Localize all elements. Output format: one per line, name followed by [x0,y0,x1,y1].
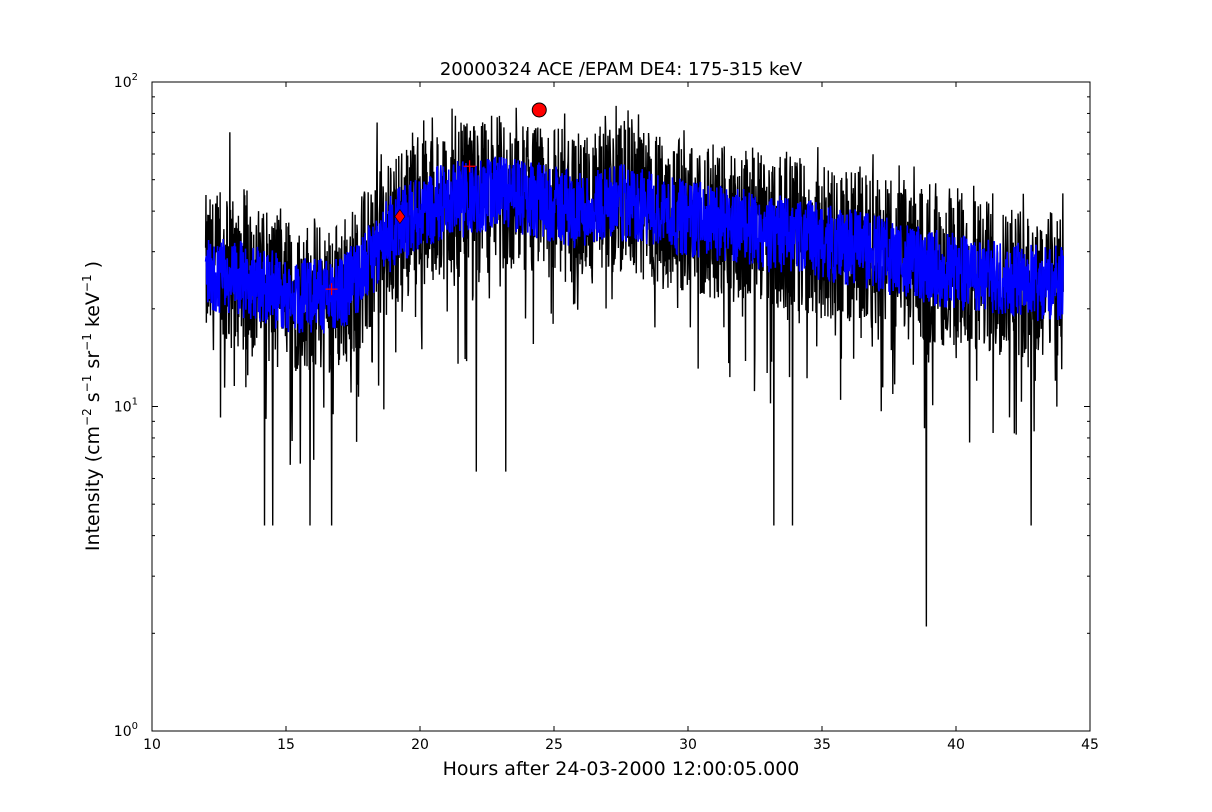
y-axis-label: Intensity (cm−2 s−1 sr−1 keV−1 ) [80,261,104,551]
x-tick-label: 10 [143,737,161,753]
x-tick-label: 45 [1081,737,1099,753]
chart-title: 20000324 ACE /EPAM DE4: 175-315 keV [440,59,803,80]
y-tick-label: 101 [114,397,138,416]
y-tick-label: 102 [114,72,138,91]
x-axis: 10 15 20 25 30 35 40 45 [143,82,1099,753]
x-tick-label: 40 [947,737,965,753]
marker-diamond [394,209,406,225]
plot-area [204,102,1064,627]
series-layer [204,105,1064,627]
y-label-kev: keV [82,292,104,333]
x-tick-label: 25 [545,737,563,753]
marker-plus [325,283,338,296]
series-smoothed-line [204,156,1064,334]
y-tick-label: 100 [114,721,138,740]
y-label-prefix: Intensity (cm [82,426,104,551]
y-label-exp2: −1 [80,375,94,393]
x-axis-label: Hours after 24-03-2000 12:00:05.000 [443,758,800,780]
y-label-s: s [82,392,104,408]
y-label-exp4: −1 [80,274,94,292]
marker-circle [531,102,547,118]
y-axis: 100 101 102 [114,72,1090,740]
marker-plus [463,160,476,173]
x-tick-label: 30 [679,737,697,753]
y-label-exp1: −2 [80,408,94,426]
x-tick-label: 35 [813,737,831,753]
marker-layer [325,102,547,296]
y-label-sr: sr [82,351,104,375]
y-label-suffix: ) [82,261,104,274]
x-tick-label: 20 [411,737,429,753]
x-tick-label: 15 [277,737,295,753]
y-label-exp3: −1 [80,333,94,351]
